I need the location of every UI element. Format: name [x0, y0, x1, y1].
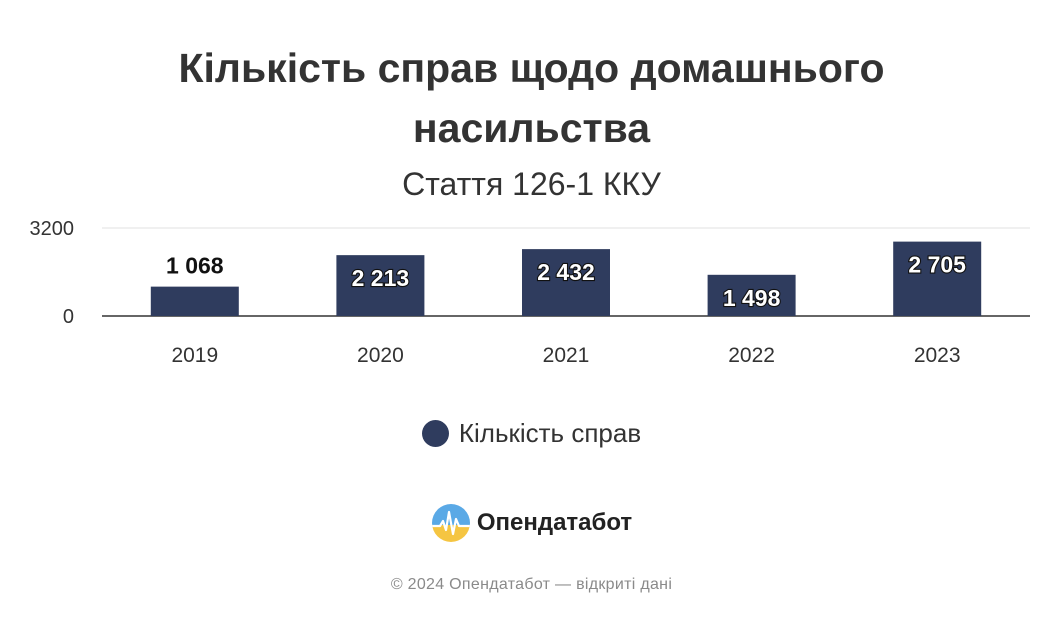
chart-title-line-1: Кількість справ щодо домашнього [178, 45, 885, 91]
data-labels: 1 068 2 213 2 432 1 498 2 705 [166, 251, 967, 312]
bar-2019 [150, 286, 239, 316]
legend[interactable]: Кількість справ [0, 418, 1063, 449]
x-tick-label-2022: 2022 [728, 344, 775, 367]
y-tick-label: 0 [63, 306, 74, 328]
x-tick-label-2020: 2020 [357, 344, 404, 367]
data-label-2021: 2 432 [537, 259, 595, 285]
bar-2023 [893, 241, 982, 316]
bars [150, 241, 982, 316]
opendatabot-logo-icon [431, 504, 470, 542]
bar-2022 [707, 274, 796, 316]
data-label-2020: 2 213 [352, 265, 410, 291]
y-axis-labels: 0 3200 [30, 218, 75, 328]
data-label-2023: 2 705 [908, 252, 966, 278]
x-axis-labels: 2019 2020 2021 2022 2023 [171, 344, 960, 367]
brand: Опендатабот [0, 503, 1063, 543]
legend-swatch [421, 420, 449, 447]
x-tick-label-2019: 2019 [171, 344, 218, 367]
data-label-2022: 1 498 [723, 285, 781, 311]
data-label-2019: 1 068 [166, 253, 224, 279]
y-tick-label: 3200 [30, 218, 75, 240]
x-tick-label-2021: 2021 [543, 344, 590, 367]
bar-2020 [336, 255, 425, 316]
legend-label: Кількість справ [458, 418, 642, 448]
x-tick-label-2023: 2023 [914, 344, 961, 367]
brand-name: Опендатабот [476, 509, 633, 536]
bar-2021 [522, 249, 610, 316]
footer-copyright: © 2024 Опендатабот — відкриті дані [390, 576, 673, 593]
bar-chart: 0 3200 1 068 2 213 2 432 1 498 2 705 2019 2020… [30, 218, 1030, 367]
chart-title-line-2: насильства [412, 105, 651, 151]
chart-subtitle: Стаття 126-1 ККУ [402, 166, 661, 202]
chart-title: Кількість справ щодо домашнього насильст… [0, 38, 1063, 158]
